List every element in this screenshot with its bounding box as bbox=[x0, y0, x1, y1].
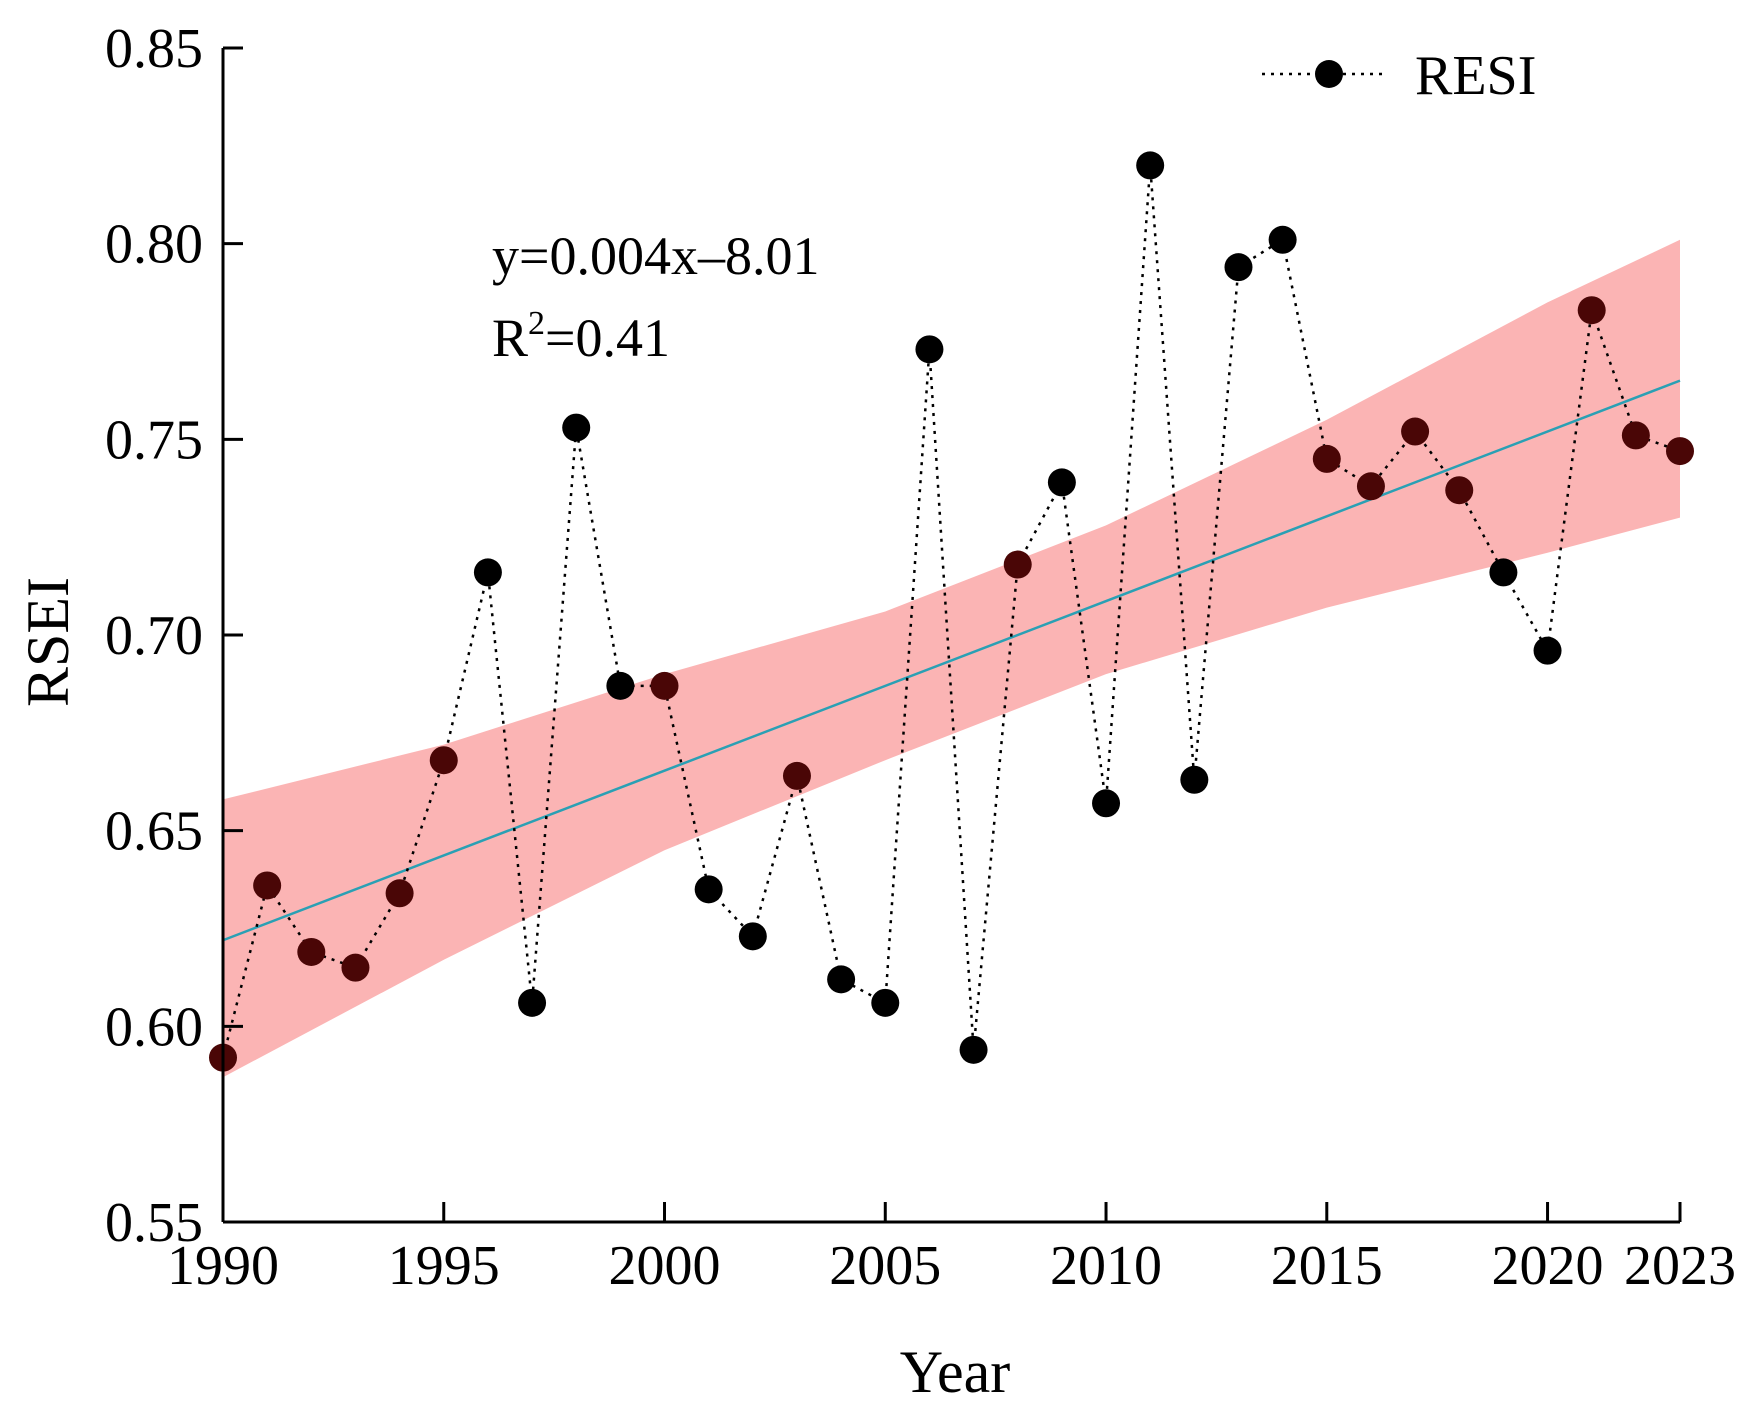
data-point bbox=[1489, 558, 1518, 587]
r2-superscript: 2 bbox=[528, 305, 545, 342]
data-point bbox=[650, 671, 679, 700]
data-point bbox=[959, 1035, 988, 1064]
data-point bbox=[782, 761, 811, 790]
data-point bbox=[1445, 476, 1474, 505]
data-point bbox=[1047, 468, 1076, 497]
data-point bbox=[694, 875, 723, 904]
data-point bbox=[385, 879, 414, 908]
fit-line-layer bbox=[222, 379, 1681, 942]
legend-marker bbox=[1315, 60, 1343, 88]
data-point bbox=[1621, 421, 1650, 450]
x-tick-label: 2010 bbox=[1050, 1235, 1162, 1297]
series-line-resi bbox=[221, 165, 1681, 1058]
data-point bbox=[915, 335, 944, 364]
x-tick-label: 2005 bbox=[829, 1235, 941, 1297]
legend: RESI bbox=[1262, 45, 1536, 107]
data-point bbox=[1003, 550, 1032, 579]
x-tick-label: 1995 bbox=[388, 1235, 500, 1297]
legend-label: RESI bbox=[1415, 45, 1536, 107]
confidence-band-layer bbox=[223, 239, 1680, 1078]
data-point bbox=[871, 988, 900, 1017]
data-point bbox=[562, 413, 591, 442]
data-point bbox=[1577, 296, 1606, 325]
x-tick-label: 1990 bbox=[167, 1235, 279, 1297]
x-tick-label: 2020 bbox=[1492, 1235, 1604, 1297]
ticks-layer: 0.55 0.60 0.65 0.70 0.75 0.80 0.85 1990 1995 2000… bbox=[105, 18, 1736, 1297]
x-tick-label: 2000 bbox=[609, 1235, 721, 1297]
confidence-band bbox=[223, 239, 1680, 1078]
data-point bbox=[827, 965, 856, 994]
data-point bbox=[1268, 225, 1297, 254]
series-layer bbox=[209, 151, 1694, 1072]
r2-prefix: R bbox=[492, 308, 528, 368]
data-point bbox=[1533, 636, 1562, 665]
x-tick-label: 2015 bbox=[1271, 1235, 1383, 1297]
y-tick-label: 0.65 bbox=[105, 801, 203, 863]
y-tick-label: 0.75 bbox=[105, 409, 203, 471]
r2-value: =0.41 bbox=[545, 308, 670, 368]
y-tick-label: 0.70 bbox=[105, 605, 203, 667]
y-tick-label: 0.60 bbox=[105, 996, 203, 1058]
data-point bbox=[341, 953, 370, 982]
data-point bbox=[1356, 472, 1385, 501]
data-point bbox=[738, 922, 767, 951]
x-axis-title: Year bbox=[900, 1339, 1011, 1405]
data-point bbox=[429, 746, 458, 775]
y-axis-title: RSEI bbox=[15, 577, 81, 707]
r-squared-label: R2=0.41 bbox=[492, 305, 670, 368]
y-tick-label: 0.55 bbox=[105, 1192, 203, 1254]
data-point bbox=[1224, 253, 1253, 282]
data-point bbox=[606, 671, 635, 700]
data-point bbox=[473, 558, 502, 587]
data-point bbox=[1136, 151, 1165, 180]
fit-line bbox=[222, 379, 1681, 942]
fit-equation: y=0.004x–8.01 bbox=[492, 226, 819, 286]
x-tick-label: 2023 bbox=[1624, 1235, 1736, 1297]
data-point bbox=[253, 871, 282, 900]
data-point bbox=[1092, 789, 1121, 818]
data-point bbox=[1401, 417, 1430, 446]
y-tick-label: 0.85 bbox=[105, 18, 203, 80]
y-tick-label: 0.80 bbox=[105, 214, 203, 276]
data-point bbox=[518, 988, 547, 1017]
data-point bbox=[297, 937, 326, 966]
data-point bbox=[1666, 437, 1694, 466]
data-point bbox=[1180, 765, 1209, 794]
data-point bbox=[1312, 444, 1341, 473]
